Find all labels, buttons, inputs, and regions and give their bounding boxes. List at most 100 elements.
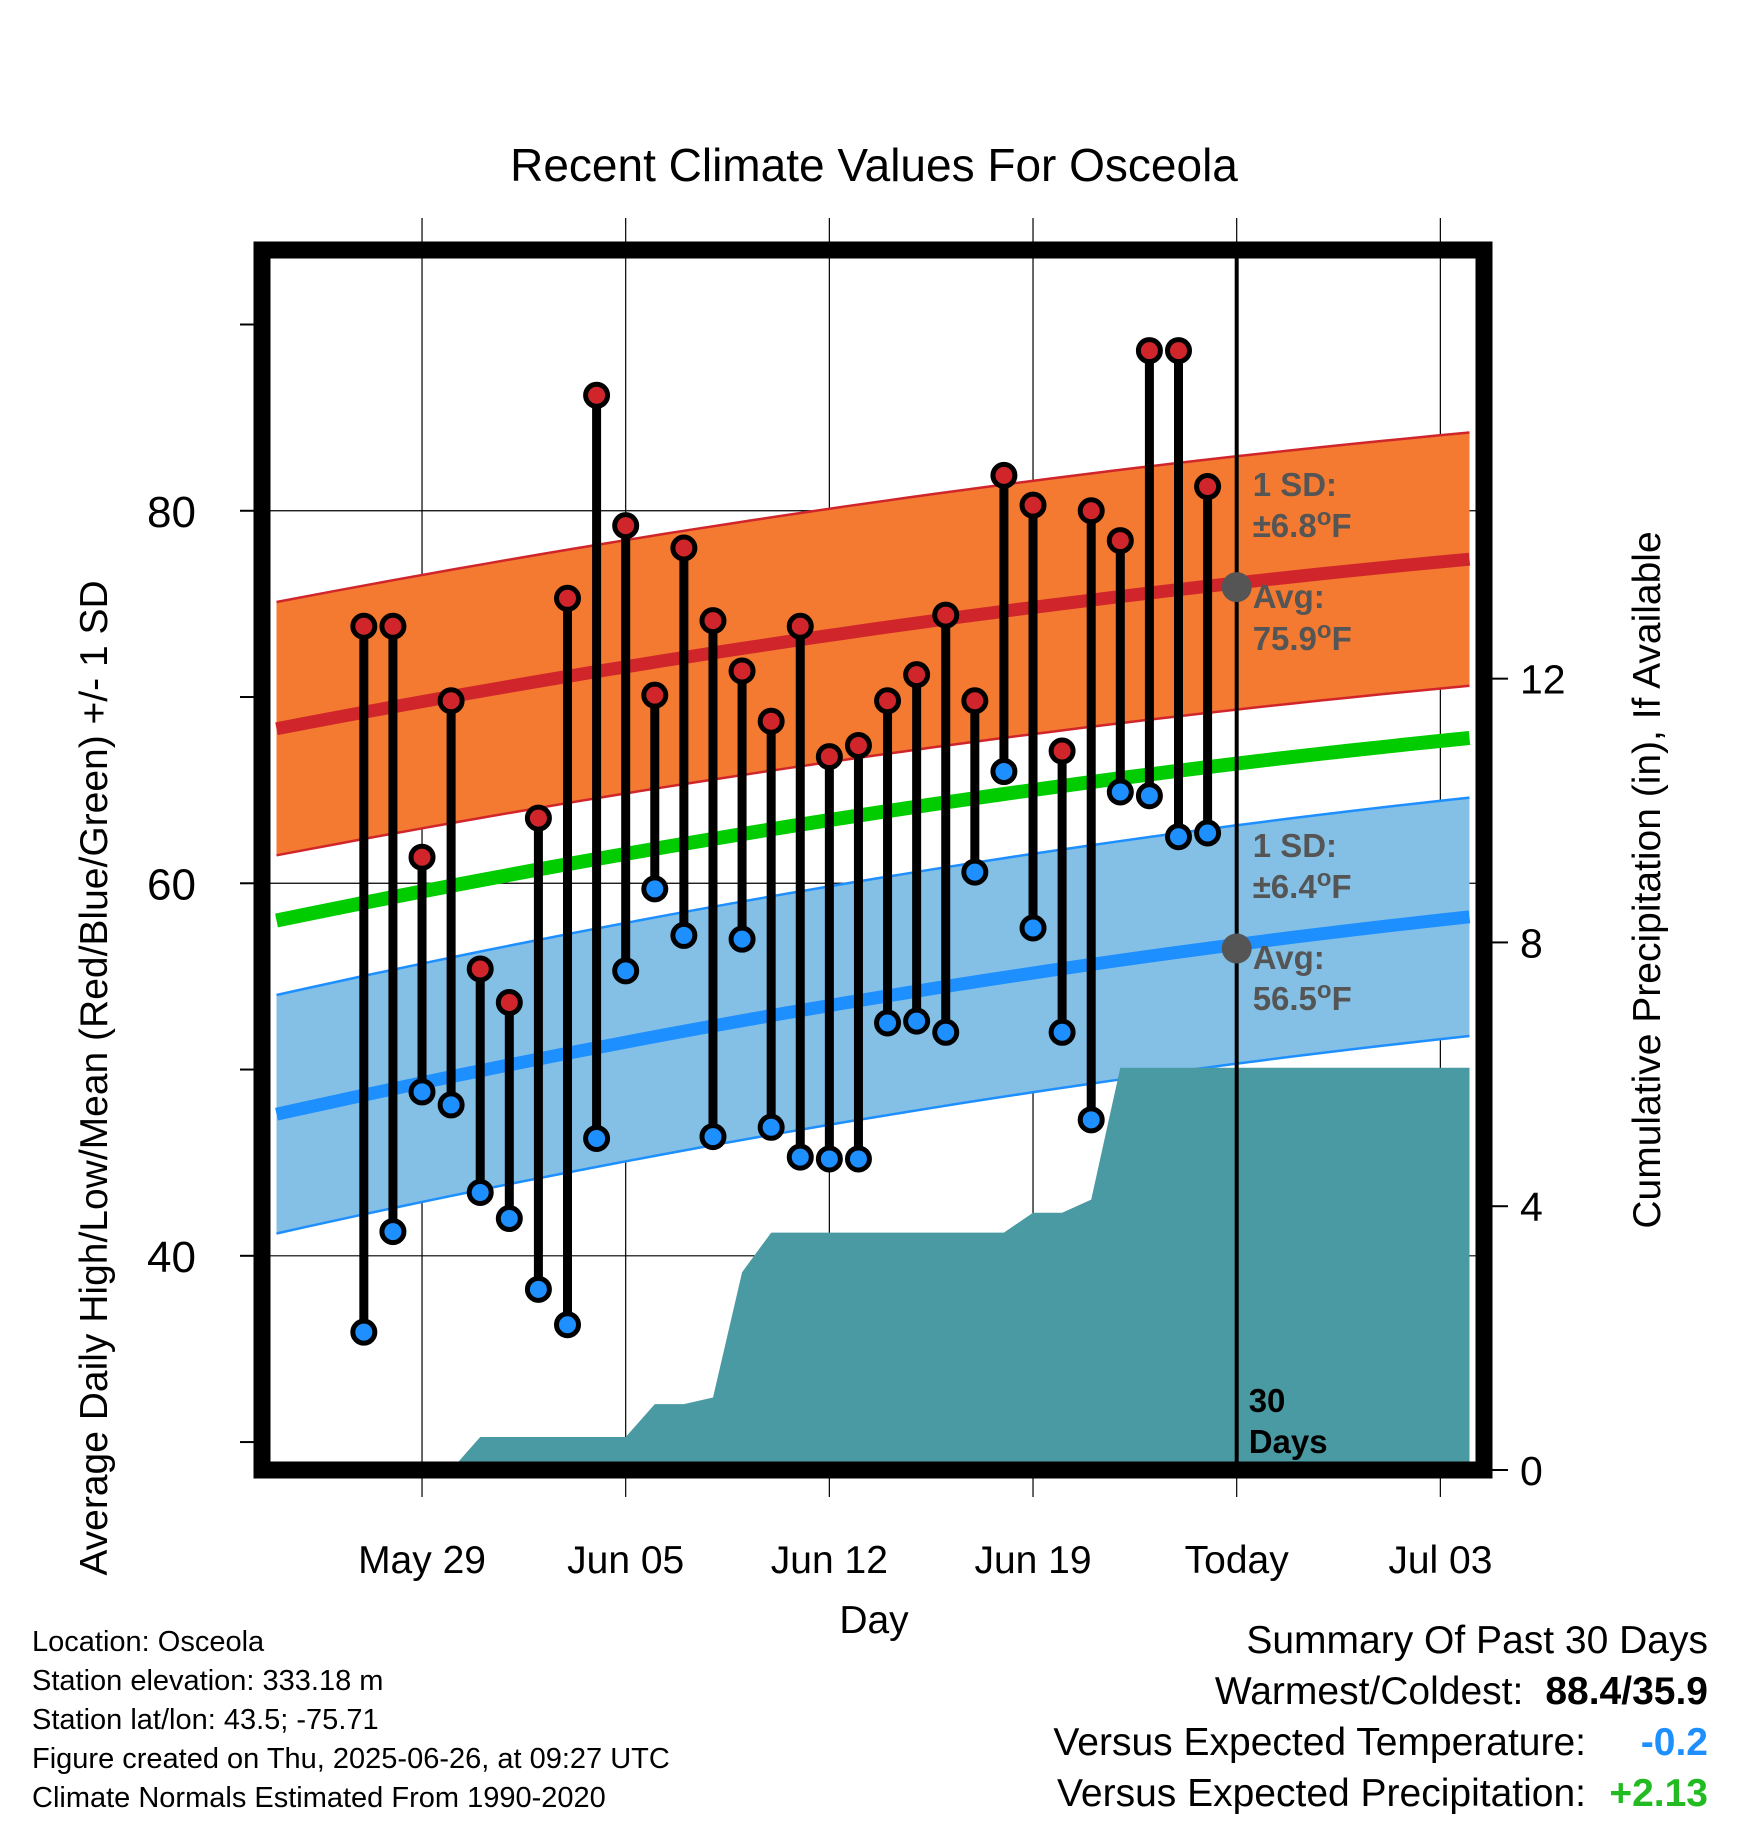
axes: 40 60 80 0 4 8 12 May 29 Jun 05 Jun 12 Jun 19 Today… [147, 241, 1566, 1582]
high-marker [1048, 737, 1076, 765]
low-marker [1194, 819, 1222, 847]
high-marker [466, 955, 494, 983]
high-marker [1106, 527, 1134, 555]
high-marker [815, 743, 843, 771]
low-marker [903, 1007, 931, 1035]
plot-frame [253, 241, 1493, 1479]
high-marker [495, 988, 523, 1016]
low-marker [844, 1145, 872, 1173]
low-marker [932, 1018, 960, 1046]
precip-cumulative-area [276, 1067, 1470, 1470]
low-marker [554, 1311, 581, 1339]
high-marker [612, 512, 640, 540]
summary-panel: Summary Of Past 30 Days Warmest/Coldest:… [1053, 1615, 1708, 1819]
x-tick-label: Today [1185, 1539, 1290, 1582]
high-sd-band [276, 432, 1470, 856]
high-marker [1077, 497, 1105, 525]
high-marker [757, 707, 785, 735]
high-marker [728, 657, 756, 685]
low-upper-edge [276, 796, 1470, 997]
low-marker [408, 1078, 436, 1106]
y2-axis-label: Cumulative Precipitation (in), If Availa… [1626, 531, 1669, 1228]
low-marker [1077, 1106, 1105, 1134]
y-tick-label: 60 [147, 860, 196, 909]
low-marker [670, 921, 698, 949]
high-marker [844, 731, 872, 759]
high-avg-note-line1: Avg: [1253, 578, 1325, 615]
precip-label: Versus Expected Precipitation: [1057, 1772, 1586, 1815]
low-marker [524, 1275, 552, 1303]
low-marker [728, 925, 756, 953]
y-tick-label: 40 [147, 1233, 196, 1282]
high-marker [379, 612, 407, 640]
x-axis-label: Day [839, 1599, 909, 1642]
x-tick-label: May 29 [358, 1539, 486, 1582]
low-marker [437, 1091, 465, 1119]
y2-tick-label: 8 [1520, 920, 1543, 966]
low-marker [757, 1113, 785, 1141]
high-marker [990, 461, 1018, 489]
low-marker [990, 758, 1018, 786]
daily-range-bars [350, 250, 1239, 1470]
high-marker [437, 687, 465, 715]
low-marker [641, 875, 669, 903]
high-marker [670, 534, 698, 562]
high-marker [1165, 337, 1192, 365]
days-note-line2: Days [1249, 1423, 1328, 1460]
high-marker [699, 607, 727, 635]
elevation-text: Station elevation: 333.18 m [32, 1665, 384, 1697]
high-marker [554, 584, 581, 612]
chart-title: Recent Climate Values For Osceola [510, 139, 1238, 191]
y2-tick-label: 0 [1520, 1448, 1543, 1494]
precipitation-area [276, 1067, 1470, 1470]
low-sd-band [276, 797, 1470, 1234]
precip-value: +2.13 [1609, 1772, 1708, 1815]
high-marker [903, 661, 931, 689]
x-tick-label: Jul 03 [1388, 1539, 1492, 1582]
low-marker [786, 1143, 814, 1171]
low-marker [495, 1205, 523, 1233]
summary-precip-row: Versus Expected Precipitation: +2.13 [1053, 1768, 1708, 1819]
high-marker [786, 612, 814, 640]
high-avg-marker [1221, 572, 1252, 603]
low-marker [1019, 914, 1047, 942]
temp-label: Versus Expected Temperature: [1053, 1721, 1586, 1764]
y-tick-label: 80 [147, 488, 196, 537]
high-marker [350, 612, 378, 640]
high-marker [1194, 473, 1222, 501]
low-sd-note-line1: 1 SD: [1253, 827, 1337, 864]
normals-text: Climate Normals Estimated From 1990-2020 [32, 1782, 606, 1814]
high-marker [1019, 491, 1047, 519]
warmest-value: 88.4/35.9 [1545, 1670, 1708, 1713]
low-marker [583, 1124, 611, 1152]
low-marker [1048, 1018, 1076, 1046]
low-marker [612, 957, 640, 985]
latlon-text: Station lat/lon: 43.5; -75.71 [32, 1704, 379, 1736]
low-marker [874, 1009, 902, 1037]
y2-tick-label: 12 [1520, 657, 1566, 703]
low-marker [466, 1178, 494, 1206]
low-marker [961, 858, 989, 886]
created-text: Figure created on Thu, 2025-06-26, at 09… [32, 1743, 670, 1775]
low-marker [1106, 778, 1134, 806]
high-upper-edge [276, 431, 1470, 604]
low-marker [379, 1218, 407, 1246]
y2-tick-label: 4 [1520, 1184, 1543, 1230]
summary-warmest-row: Warmest/Coldest: 88.4/35.9 [1053, 1666, 1708, 1717]
summary-temp-row: Versus Expected Temperature: -0.2 [1053, 1717, 1708, 1768]
low-sd-note-line2: ±6.4oF [1253, 865, 1352, 905]
summary-title: Summary Of Past 30 Days [1246, 1619, 1708, 1662]
high-marker [641, 681, 669, 709]
x-tick-label: Jun 05 [567, 1539, 684, 1582]
low-normal-line [275, 910, 1471, 1121]
high-sd-note-line1: 1 SD: [1253, 466, 1337, 503]
high-normal-line [275, 552, 1471, 736]
low-marker [350, 1318, 378, 1346]
temp-value: -0.2 [1640, 1721, 1708, 1764]
station-info: Location: Osceola Station elevation: 333… [32, 1623, 670, 1818]
low-marker [1165, 823, 1192, 851]
high-lower-edge [276, 684, 1470, 857]
low-avg-marker [1221, 933, 1252, 964]
